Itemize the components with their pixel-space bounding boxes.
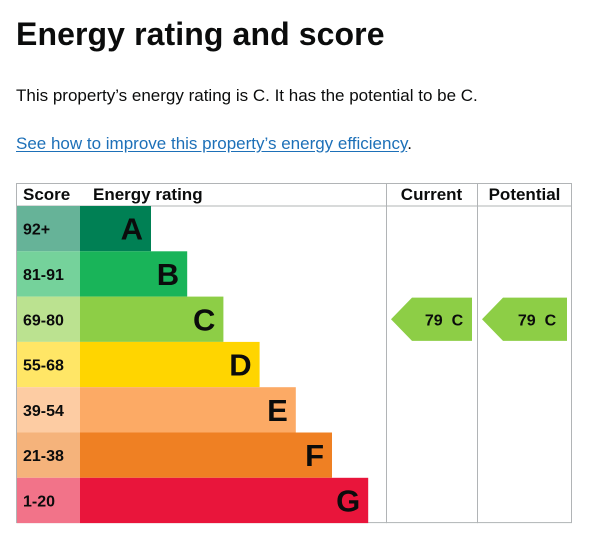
rating-letter-c: C	[193, 302, 215, 337]
score-cell-d	[17, 341, 80, 388]
rating-letter-b: B	[157, 257, 179, 292]
improve-paragraph: See how to improve this property’s energ…	[16, 134, 412, 154]
header-energy-rating: Energy rating	[93, 185, 203, 204]
rating-bar-g	[80, 477, 369, 524]
score-range-f: 21-38	[23, 448, 64, 465]
current-rating-label: 79 C	[425, 312, 464, 329]
score-cell-a	[17, 206, 80, 252]
potential-rating-label: 79 C	[518, 312, 557, 329]
page-title: Energy rating and score	[16, 16, 385, 52]
rating-bar-f	[80, 432, 332, 478]
score-cell-e	[17, 387, 80, 433]
score-range-d: 55-68	[23, 358, 64, 375]
rating-summary: This property’s energy rating is C. It h…	[16, 86, 478, 105]
rating-letter-f: F	[305, 438, 324, 473]
score-cell-b	[17, 251, 80, 297]
score-cell-g	[17, 477, 80, 524]
improve-efficiency-link[interactable]: See how to improve this property’s energ…	[16, 134, 408, 153]
header-current: Current	[401, 185, 463, 204]
score-cell-f	[17, 432, 80, 478]
score-range-b: 81-91	[23, 267, 64, 284]
score-cell-c	[17, 296, 80, 342]
rating-letter-d: D	[229, 348, 251, 383]
potential-rating-arrow	[482, 297, 567, 341]
header-score: Score	[23, 185, 70, 204]
score-range-c: 69-80	[23, 312, 64, 329]
improve-link-suffix: .	[407, 134, 412, 153]
rating-letter-a: A	[121, 212, 143, 247]
rating-letter-e: E	[267, 393, 288, 428]
score-range-e: 39-54	[23, 403, 64, 420]
rating-bar-b	[80, 251, 188, 297]
rating-bar-a	[80, 206, 151, 252]
header-potential: Potential	[489, 185, 561, 204]
rating-bar-d	[80, 341, 260, 388]
score-range-g: 1-20	[23, 493, 55, 510]
rating-bar-e	[80, 387, 296, 433]
rating-bar-c	[80, 296, 224, 342]
score-range-a: 92+	[23, 222, 50, 239]
rating-letter-g: G	[336, 483, 360, 518]
current-rating-arrow	[391, 297, 472, 341]
